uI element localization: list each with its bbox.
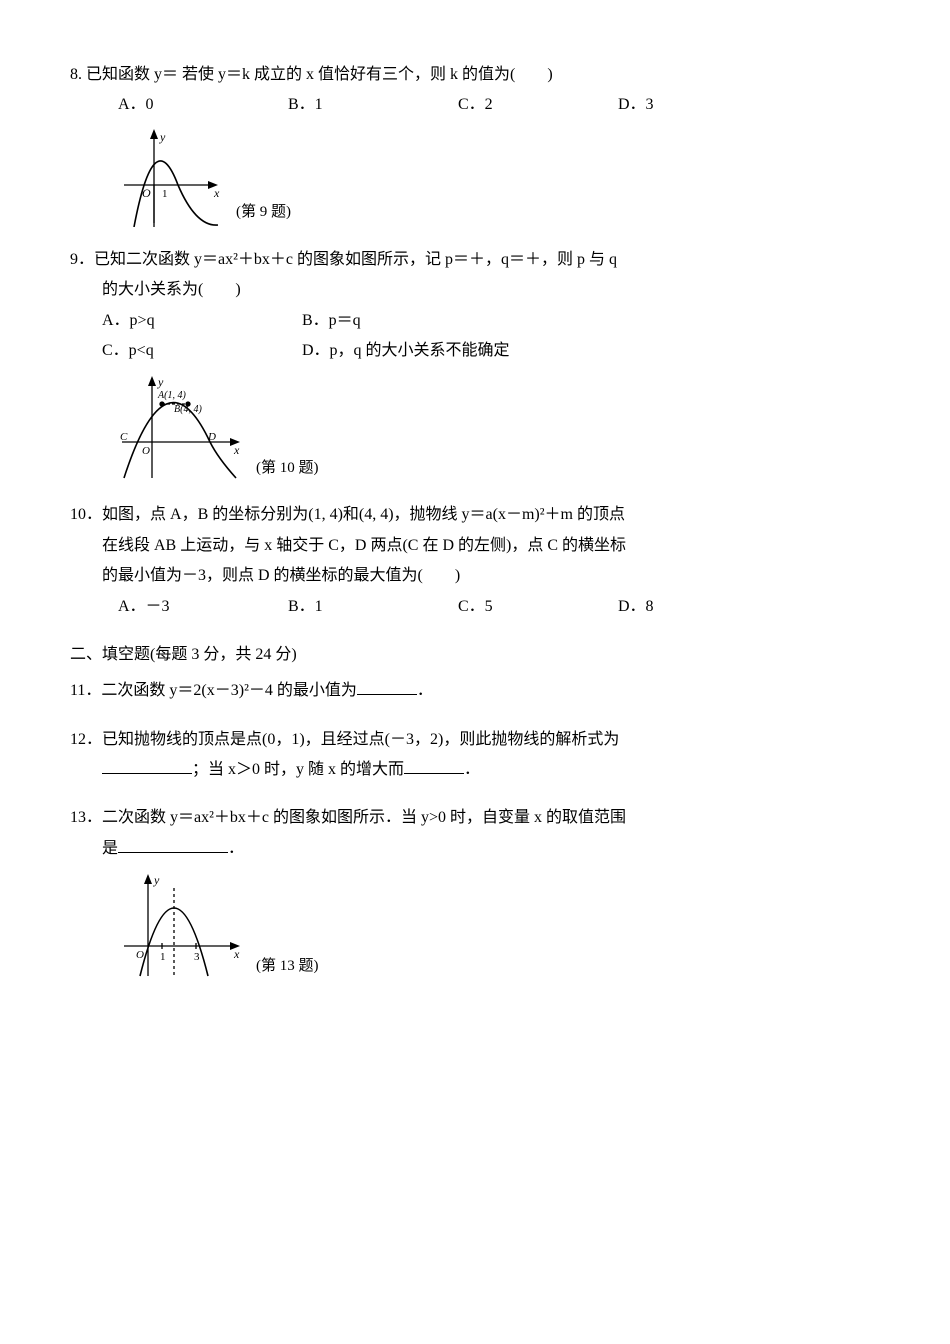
figure-9: y x O 1 (第 9 题) bbox=[70, 127, 880, 227]
q10-num: 10． bbox=[70, 506, 102, 523]
q13-blank bbox=[118, 836, 228, 853]
question-10: 10．如图，点 A，B 的坐标分别为(1, 4)和(4, 4)，抛物线 y＝a(… bbox=[70, 500, 880, 622]
question-9: 9．已知二次函数 y＝ax²＋bx＋c 的图象如图所示，记 p＝＋，q＝＋，则 … bbox=[70, 245, 880, 483]
q8-stem: 8. 已知函数 y＝ 若使 y＝k 成立的 x 值恰好有三个，则 k 的值为( … bbox=[70, 60, 880, 90]
q12-text2a: ；当 x＞0 时，y 随 x 的增大而 bbox=[192, 761, 404, 778]
svg-text:y: y bbox=[159, 130, 166, 144]
q11-text-b: ． bbox=[417, 682, 433, 699]
svg-text:y: y bbox=[153, 873, 160, 887]
q9-opt-a: A．p>q bbox=[102, 306, 302, 336]
svg-text:3: 3 bbox=[194, 951, 200, 963]
q10-stem2: 在线段 AB 上运动，与 x 轴交于 C，D 两点(C 在 D 的左侧)，点 C… bbox=[70, 531, 880, 561]
question-13: 13．二次函数 y＝ax²＋bx＋c 的图象如图所示．当 y>0 时，自变量 x… bbox=[70, 803, 880, 980]
q11-text-a: 二次函数 y＝2(x－3)²－4 的最小值为 bbox=[101, 682, 356, 699]
q9-stem1: 9．已知二次函数 y＝ax²＋bx＋c 的图象如图所示，记 p＝＋，q＝＋，则 … bbox=[70, 245, 880, 275]
q10-opt-a: A．－3 bbox=[118, 592, 288, 622]
svg-text:O: O bbox=[142, 186, 151, 200]
q12-blank1 bbox=[102, 757, 192, 774]
svg-text:B(4, 4): B(4, 4) bbox=[174, 404, 202, 415]
svg-text:1: 1 bbox=[162, 188, 168, 200]
q8-opt-b: B．1 bbox=[288, 90, 458, 120]
fig9-svg: y x O 1 bbox=[118, 127, 228, 227]
q12-text1: 已知抛物线的顶点是点(0，1)，且经过点(－3，2)，则此抛物线的解析式为 bbox=[102, 731, 619, 748]
fig10-svg: y x O A(1, 4) B(4, 4) C D bbox=[118, 372, 248, 482]
svg-text:O: O bbox=[142, 445, 150, 457]
section-2-title: 二、填空题(每题 3 分，共 24 分) bbox=[70, 640, 880, 670]
q11-blank bbox=[357, 678, 417, 695]
svg-text:O: O bbox=[136, 949, 144, 961]
q9-stem2: 的大小关系为( ) bbox=[70, 275, 880, 305]
q9-opt-d: D．p，q 的大小关系不能确定 bbox=[302, 336, 622, 366]
q13-text1a: 二次函数 y＝ax²＋bx＋c 的图象如图所示．当 y>0 时，自变量 x 的取… bbox=[102, 809, 626, 826]
q11-stem: 11．二次函数 y＝2(x－3)²－4 的最小值为 ． bbox=[70, 676, 880, 706]
q11-num: 11． bbox=[70, 682, 101, 699]
q8-text: 已知函数 y＝ 若使 y＝k 成立的 x 值恰好有三个，则 k 的值为( ) bbox=[86, 66, 553, 83]
q8-opt-c: C．2 bbox=[458, 90, 618, 120]
question-12: 12．已知抛物线的顶点是点(0，1)，且经过点(－3，2)，则此抛物线的解析式为… bbox=[70, 725, 880, 786]
svg-text:x: x bbox=[233, 443, 240, 457]
q10-opt-d: D．8 bbox=[618, 592, 758, 622]
q13-stem2: 是． bbox=[70, 834, 880, 864]
q8-opt-d: D．3 bbox=[618, 90, 758, 120]
q12-stem1: 12．已知抛物线的顶点是点(0，1)，且经过点(－3，2)，则此抛物线的解析式为 bbox=[70, 725, 880, 755]
fig13-svg: y x O 1 3 bbox=[118, 870, 248, 980]
q12-num: 12． bbox=[70, 731, 102, 748]
q12-text2b: ． bbox=[464, 761, 480, 778]
svg-text:1: 1 bbox=[160, 951, 166, 963]
q13-text2b: ． bbox=[228, 840, 244, 857]
svg-text:A(1, 4): A(1, 4) bbox=[157, 390, 186, 401]
q9-options: A．p>q B．p＝q C．p<q D．p，q 的大小关系不能确定 bbox=[70, 306, 880, 367]
q9-opt-c: C．p<q bbox=[102, 336, 302, 366]
q10-opt-c: C．5 bbox=[458, 592, 618, 622]
fig10-label: (第 10 题) bbox=[256, 454, 319, 483]
q10-text1: 如图，点 A，B 的坐标分别为(1, 4)和(4, 4)，抛物线 y＝a(x－m… bbox=[102, 506, 625, 523]
question-11: 11．二次函数 y＝2(x－3)²－4 的最小值为 ． bbox=[70, 676, 880, 706]
q9-num: 9． bbox=[70, 251, 94, 268]
q10-stem1: 10．如图，点 A，B 的坐标分别为(1, 4)和(4, 4)，抛物线 y＝a(… bbox=[70, 500, 880, 530]
q13-text2a: 是 bbox=[102, 840, 118, 857]
q13-stem1: 13．二次函数 y＝ax²＋bx＋c 的图象如图所示．当 y>0 时，自变量 x… bbox=[70, 803, 880, 833]
q9-text1: 已知二次函数 y＝ax²＋bx＋c 的图象如图所示，记 p＝＋，q＝＋，则 p … bbox=[94, 251, 617, 268]
svg-text:x: x bbox=[213, 186, 220, 200]
svg-text:y: y bbox=[157, 375, 164, 389]
figure-10: y x O A(1, 4) B(4, 4) C D (第 10 题) bbox=[70, 372, 880, 482]
fig13-label: (第 13 题) bbox=[256, 952, 319, 981]
q8-options: A．0 B．1 C．2 D．3 bbox=[70, 90, 880, 120]
svg-text:D: D bbox=[207, 431, 216, 443]
q12-blank2 bbox=[404, 757, 464, 774]
q9-opt-b: B．p＝q bbox=[302, 306, 502, 336]
q10-opt-b: B．1 bbox=[288, 592, 458, 622]
question-8: 8. 已知函数 y＝ 若使 y＝k 成立的 x 值恰好有三个，则 k 的值为( … bbox=[70, 60, 880, 227]
figure-13: y x O 1 3 (第 13 题) bbox=[70, 870, 880, 980]
fig9-label: (第 9 题) bbox=[236, 198, 291, 227]
q8-num: 8. bbox=[70, 66, 82, 83]
q8-opt-a: A．0 bbox=[118, 90, 288, 120]
svg-text:x: x bbox=[233, 947, 240, 961]
q13-num: 13． bbox=[70, 809, 102, 826]
q10-options: A．－3 B．1 C．5 D．8 bbox=[70, 592, 880, 622]
q10-stem3: 的最小值为－3，则点 D 的横坐标的最大值为( ) bbox=[70, 561, 880, 591]
svg-text:C: C bbox=[120, 431, 128, 443]
q12-stem2: ；当 x＞0 时，y 随 x 的增大而 ． bbox=[70, 755, 880, 785]
